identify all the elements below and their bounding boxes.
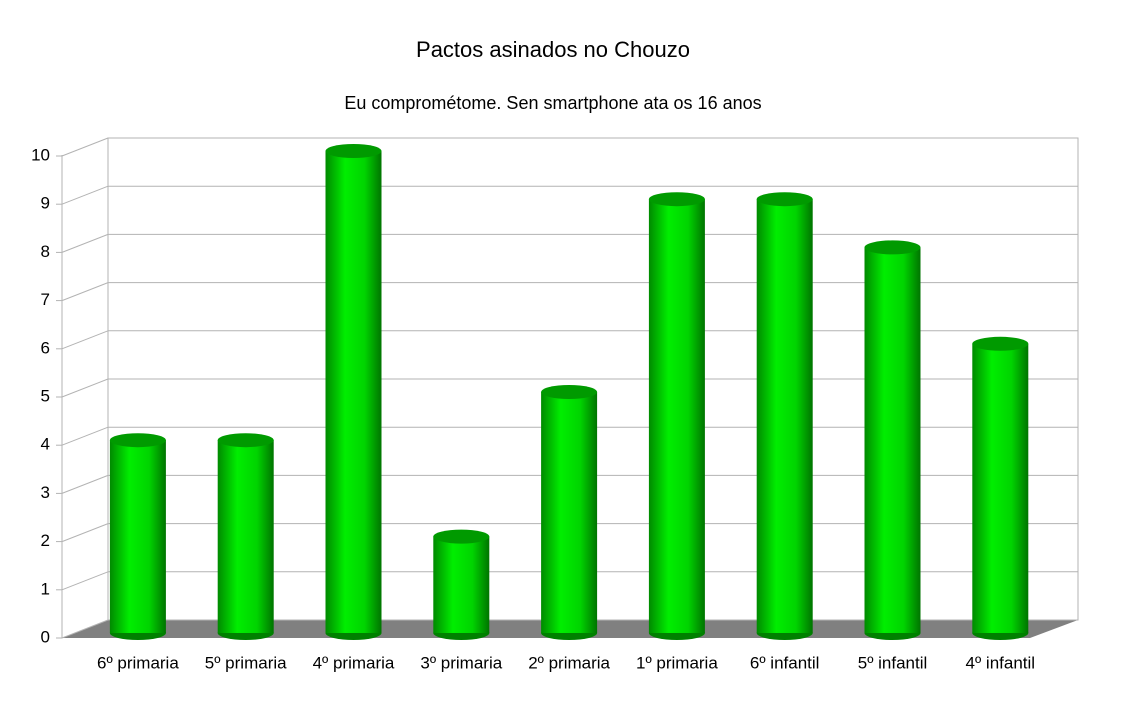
bar [109, 440, 166, 633]
grid-line [61, 330, 109, 350]
grid-line [61, 282, 109, 302]
y-tick-label: 2 [41, 531, 50, 550]
grid-line [61, 474, 109, 494]
x-tick-label: 2º primaria [528, 653, 610, 672]
bar [325, 151, 382, 633]
grid-line [61, 426, 109, 446]
bar [433, 536, 490, 633]
y-tick-label: 4 [41, 435, 50, 454]
bar [541, 392, 598, 633]
y-tick-label: 1 [41, 579, 50, 598]
y-tick-label: 5 [41, 386, 50, 405]
y-tick-label: 9 [41, 194, 50, 213]
bar-top [756, 192, 813, 207]
bar [972, 343, 1029, 633]
grid-line [61, 185, 109, 205]
bar-top [217, 433, 274, 448]
y-tick-label: 3 [41, 483, 50, 502]
bar [864, 247, 921, 633]
bar-top [864, 240, 921, 255]
x-tick-label: 6º infantil [750, 653, 820, 672]
grid-line [61, 137, 109, 157]
y-tick-label: 6 [41, 338, 50, 357]
grid-line [61, 571, 109, 591]
y-tick-label: 10 [31, 145, 50, 164]
x-tick-label: 5º primaria [205, 653, 287, 672]
bar [648, 199, 705, 633]
x-tick-label: 5º infantil [858, 653, 928, 672]
grid-line [61, 523, 109, 543]
grid-line [61, 378, 109, 398]
x-tick-label: 6º primaria [97, 653, 179, 672]
bar [217, 440, 274, 633]
bar-top [972, 336, 1029, 351]
grid-line [61, 619, 109, 639]
x-tick-label: 3º primaria [420, 653, 502, 672]
grid-line [61, 233, 109, 253]
bar-top [325, 144, 382, 158]
y-tick-label: 8 [41, 242, 50, 261]
bar-top [109, 433, 166, 448]
bar [756, 199, 813, 633]
x-tick-label: 1º primaria [636, 653, 718, 672]
x-tick-label: 4º primaria [313, 653, 395, 672]
bar-top [648, 192, 705, 207]
chart-subtitle: Eu comprométome. Sen smartphone ata os 1… [344, 93, 761, 113]
y-tick-label: 7 [41, 290, 50, 309]
y-tick-label: 0 [41, 627, 50, 646]
x-tick-label: 4º infantil [966, 653, 1036, 672]
bar-top [433, 529, 490, 544]
bar-top [541, 385, 598, 399]
chart-title: Pactos asinados no Chouzo [416, 37, 690, 62]
